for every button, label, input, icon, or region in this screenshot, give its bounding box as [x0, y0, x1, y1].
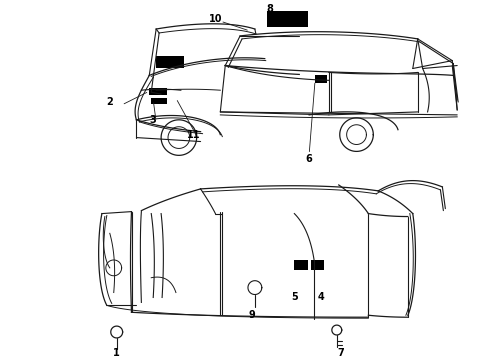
Bar	[267, 11, 308, 27]
Bar	[294, 260, 308, 270]
Text: 10: 10	[209, 14, 222, 24]
Text: 1: 1	[113, 348, 120, 358]
Text: 11: 11	[187, 130, 200, 140]
Bar	[151, 98, 167, 104]
Bar	[149, 88, 167, 95]
Bar	[315, 75, 327, 83]
Text: 3: 3	[150, 115, 157, 125]
Bar	[156, 56, 184, 68]
Text: 5: 5	[291, 292, 298, 302]
Text: 6: 6	[306, 154, 313, 164]
Text: 7: 7	[337, 348, 344, 358]
Text: 2: 2	[106, 97, 113, 107]
Text: 9: 9	[248, 310, 255, 320]
Bar	[311, 260, 324, 270]
Text: 4: 4	[318, 292, 324, 302]
Text: 8: 8	[266, 4, 273, 14]
